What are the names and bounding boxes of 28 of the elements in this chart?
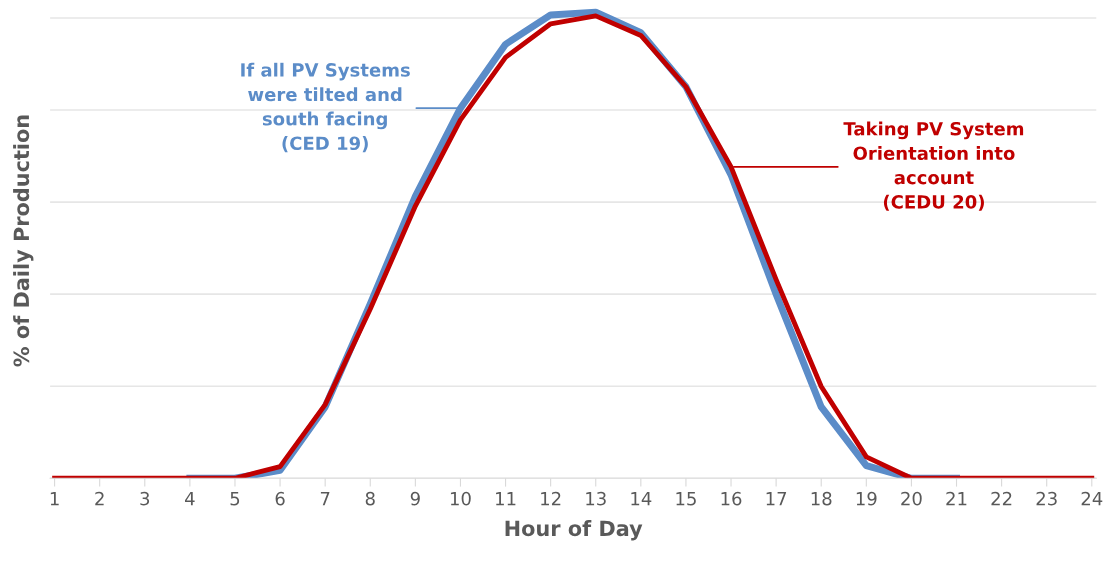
x-tick-label: 17 (766, 492, 787, 506)
x-tick-label: 24 (1081, 491, 1103, 506)
x-axis-title: Hour of Day (505, 520, 643, 541)
x-tick-label: 12 (541, 491, 561, 506)
x-tick-label: 22 (991, 491, 1012, 506)
x-tick-label: 4 (185, 492, 195, 506)
x-tick-label: 19 (856, 491, 877, 506)
x-tick-label: 16 (721, 491, 742, 506)
x-tick-label: 14 (631, 492, 652, 506)
x-tick-label: 1 (50, 492, 59, 506)
annotation: If all PV Systems were tilted and south facing (CED 19) (241, 62, 410, 153)
x-tick-label: 2 (95, 491, 104, 506)
x-tick-label: 8 (365, 491, 375, 506)
x-tick-label: 5 (230, 492, 240, 506)
x-tick-label: 3 (140, 491, 150, 506)
x-tick-label: 20 (901, 491, 922, 506)
x-tick-label: 7 (320, 492, 330, 506)
y-axis-title: % of Daily Production (13, 115, 34, 367)
x-tick-label: 9 (410, 491, 420, 506)
x-tick-label: 15 (676, 492, 696, 506)
x-tick-label: 6 (275, 491, 285, 506)
x-tick-label: 10 (450, 491, 471, 506)
x-tick-label: 21 (946, 491, 967, 506)
x-tick-label: 18 (811, 491, 832, 506)
x-tick-label: 11 (496, 492, 516, 506)
x-tick-label: 23 (1036, 491, 1057, 506)
annotation: Taking PV System Orientation into account (CEDU 20) (843, 121, 1024, 211)
x-tick-label: 13 (586, 491, 606, 506)
